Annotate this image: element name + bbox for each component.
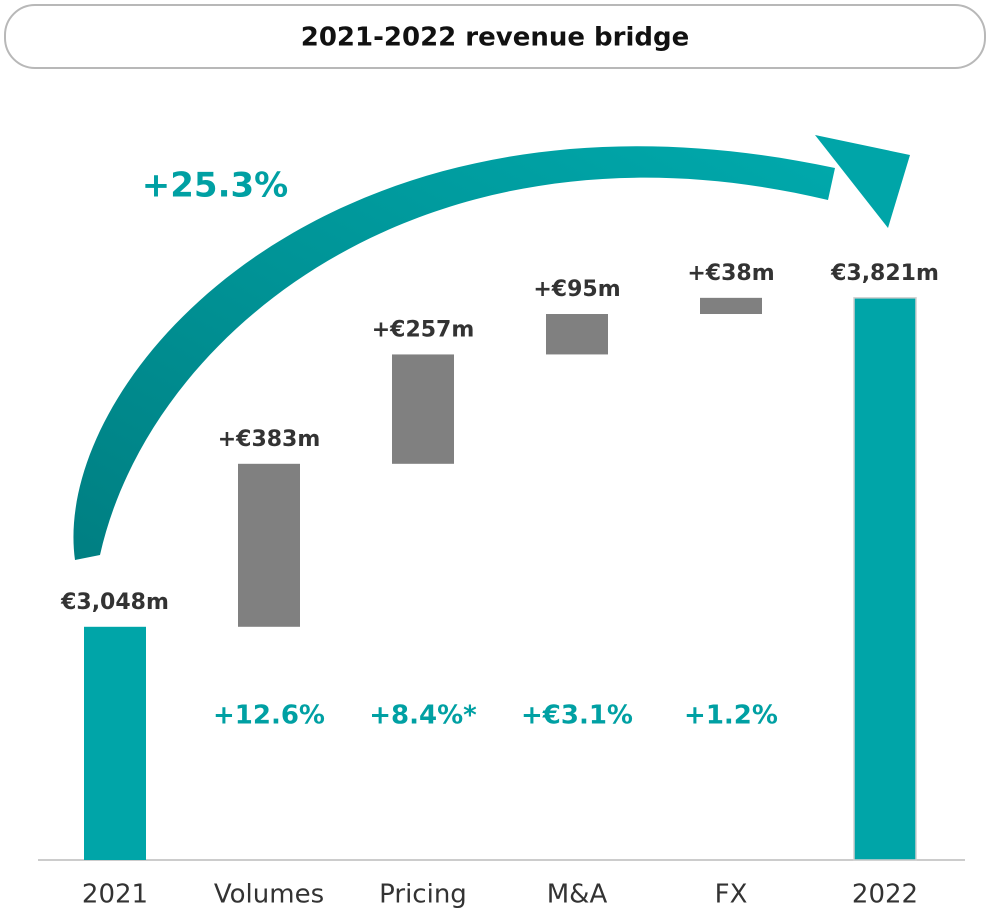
bar <box>546 314 608 355</box>
value-label: +€95m <box>533 277 620 302</box>
x-tick-label: 2022 <box>852 880 918 910</box>
value-label: +€383m <box>218 427 321 452</box>
x-tick-label: FX <box>715 880 748 910</box>
arrow-body <box>73 146 835 560</box>
x-tick-label: 2021 <box>82 880 148 910</box>
change-label: +1.2% <box>684 701 778 731</box>
change-label: +8.4%* <box>369 701 477 731</box>
chart-title: 2021-2022 revenue bridge <box>301 23 690 53</box>
value-label: €3,821m <box>830 261 939 286</box>
bar <box>853 297 917 861</box>
title-box <box>4 4 986 69</box>
x-tick-label: M&A <box>547 880 608 910</box>
bar <box>238 463 300 627</box>
total-change-label: +25.3% <box>142 166 288 206</box>
value-label: €3,048m <box>60 590 169 615</box>
bar <box>700 297 762 315</box>
change-label: +€3.1% <box>521 701 633 731</box>
arrow-head <box>815 135 910 228</box>
bar <box>84 626 146 860</box>
change-label: +12.6% <box>213 701 325 731</box>
x-tick-label: Pricing <box>379 880 467 910</box>
bar <box>392 354 454 464</box>
value-label: +€257m <box>372 317 475 342</box>
x-tick-label: Volumes <box>214 880 324 910</box>
value-label: +€38m <box>687 261 774 286</box>
